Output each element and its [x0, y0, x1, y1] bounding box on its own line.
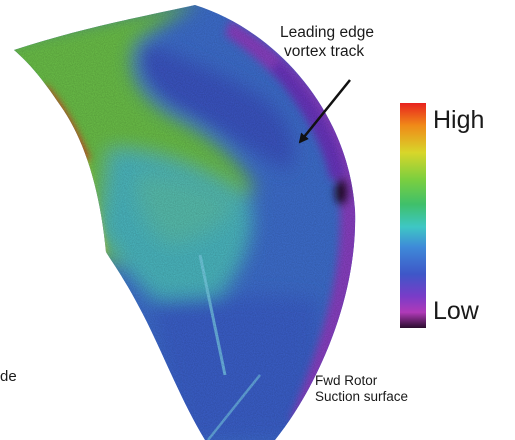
vortex-track-label-line-2: vortex track — [284, 42, 365, 60]
legend-low-label: Low — [433, 297, 479, 325]
surface-label: Fwd Rotor Suction surface — [315, 373, 408, 405]
legend-high-label: High — [433, 106, 485, 134]
legend-color-bar — [400, 103, 426, 328]
left-edge-label-fragment: de — [0, 368, 17, 385]
surface-label-line-1: Fwd Rotor — [315, 373, 378, 388]
surface-label-line-2: Suction surface — [315, 389, 409, 405]
vortex-arrow — [298, 79, 351, 144]
vortex-track-label: Leading edge vortex track — [280, 24, 430, 61]
vortex-track-label-line-1: Leading edge — [280, 24, 374, 41]
